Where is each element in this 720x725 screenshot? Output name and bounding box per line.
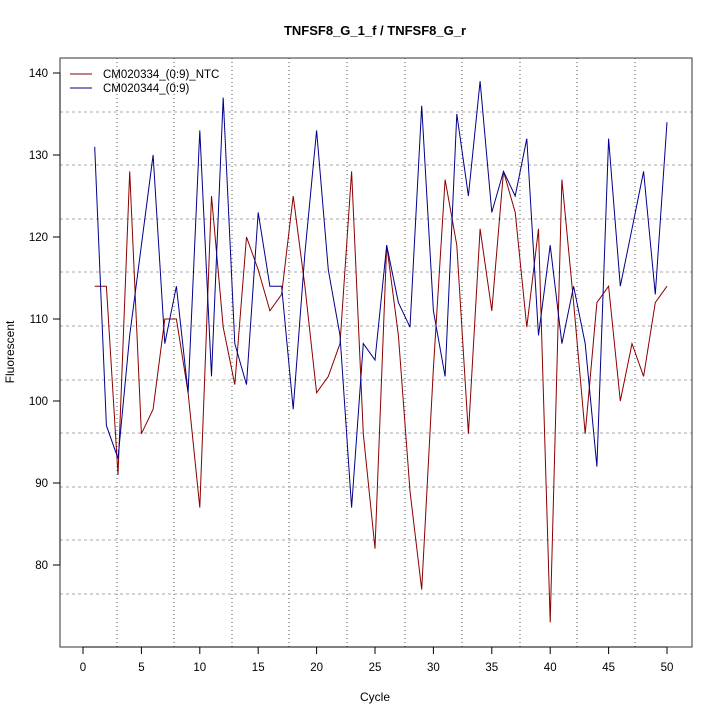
x-tick-label: 35: [485, 662, 498, 674]
x-tick-label: 40: [544, 662, 557, 674]
series-line-sample: [95, 81, 667, 507]
x-axis: 0 5 10 15 20 25 30 35 40 45 50: [80, 647, 674, 674]
x-tick-label: 10: [193, 662, 206, 674]
y-tick-label: 130: [29, 150, 48, 162]
legend: CM020334_(0:9)_NTC CM020344_(0:9): [70, 69, 219, 95]
y-axis-label: Fluorescent: [3, 320, 17, 383]
x-tick-label: 25: [369, 662, 382, 674]
x-axis-label: Cycle: [360, 690, 390, 704]
legend-label-sample: CM020344_(0:9): [103, 83, 189, 95]
y-tick-label: 90: [35, 478, 48, 490]
y-tick-label: 80: [35, 560, 48, 572]
y-tick-label: 100: [29, 396, 48, 408]
x-tick-label: 45: [602, 662, 615, 674]
x-tick-label: 5: [138, 662, 144, 674]
series-layer: [95, 81, 667, 622]
chart-title: TNFSF8_G_1_f / TNFSF8_G_r: [284, 23, 466, 38]
x-tick-label: 20: [310, 662, 323, 674]
y-tick-label: 140: [29, 68, 48, 80]
x-tick-label: 50: [661, 662, 674, 674]
x-tick-label: 0: [80, 662, 86, 674]
y-axis: 80 90 100 110 120 130 140: [29, 68, 60, 572]
x-tick-label: 15: [252, 662, 265, 674]
y-tick-label: 120: [29, 232, 48, 244]
x-tick-label: 30: [427, 662, 440, 674]
legend-label-ntc: CM020334_(0:9)_NTC: [103, 69, 219, 81]
series-line-ntc: [95, 171, 667, 622]
y-tick-label: 110: [30, 314, 48, 326]
